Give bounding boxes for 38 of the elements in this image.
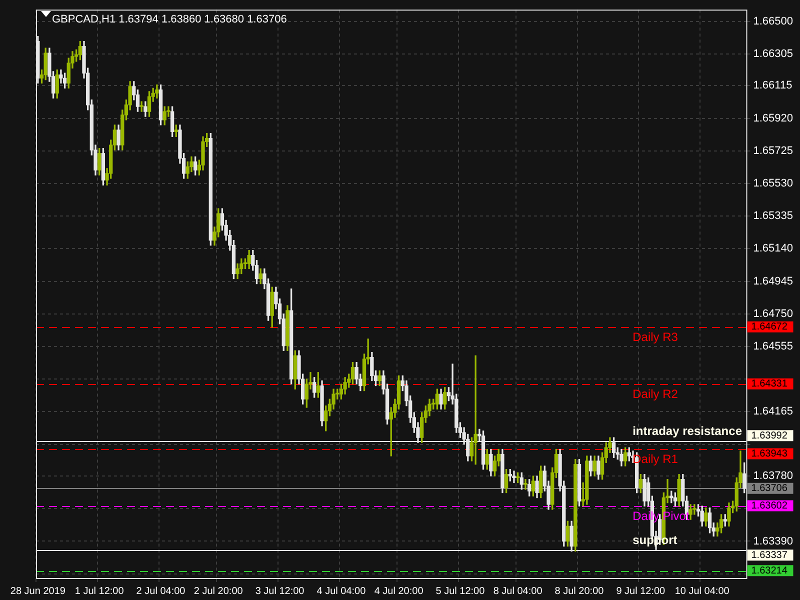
y-tick-label: 1.65725: [753, 144, 794, 157]
x-tick-label: 8 Jul 20:00: [554, 586, 604, 597]
y-tick-label: 1.64555: [753, 340, 794, 352]
x-tick-label: 9 Jul 12:00: [616, 586, 666, 597]
y-tick-label: 1.65530: [753, 177, 794, 190]
x-tick-label: 4 Jul 04:00: [316, 586, 366, 597]
y-tick-label: 1.66500: [753, 15, 794, 28]
y-tick-label: 1.65920: [753, 112, 794, 124]
y-tick-label: 1.64165: [753, 406, 794, 418]
x-tick-label: 2 Jul 04:00: [136, 586, 186, 597]
x-tick-label: 2 Jul 20:00: [194, 586, 244, 597]
y-tick-label: 1.63780: [753, 470, 794, 482]
text: 1.63943: [751, 448, 788, 460]
text: 1.64672: [751, 322, 788, 333]
legend-label: intraday resistance: [632, 424, 742, 438]
ref-line-label: Daily R2: [632, 386, 678, 401]
x-tick-label: 8 Jul 04:00: [493, 586, 543, 597]
text: 1.63992: [751, 430, 788, 442]
text: 1.63706: [751, 483, 788, 494]
text: 1.63214: [751, 565, 788, 576]
x-tick-label: 1 Jul 12:00: [74, 586, 124, 597]
x-tick-label: 28 Jun 2019: [10, 586, 66, 597]
text: 1.63337: [751, 550, 788, 561]
y-tick-label: 1.66115: [753, 80, 792, 92]
x-tick-label: 10 Jul 04:00: [674, 586, 730, 597]
chart-title: GBPCAD,H1 1.63794 1.63860 1.63680 1.63706: [52, 14, 287, 26]
y-tick-label: 1.63390: [753, 535, 794, 548]
text: 1.64331: [751, 378, 788, 390]
y-tick-label: 1.65140: [753, 242, 794, 255]
x-tick-label: 4 Jul 20:00: [374, 586, 424, 597]
text: 1.63602: [751, 500, 788, 512]
y-tick-label: 1.64945: [753, 275, 794, 288]
ref-line-label: Daily R3: [632, 330, 678, 344]
y-tick-label: 1.64750: [753, 308, 794, 320]
x-tick-label: 3 Jul 12:00: [255, 586, 305, 597]
y-tick-label: 1.66305: [753, 48, 794, 60]
x-tick-label: 5 Jul 12:00: [436, 586, 486, 597]
y-tick-label: 1.65335: [753, 210, 794, 222]
